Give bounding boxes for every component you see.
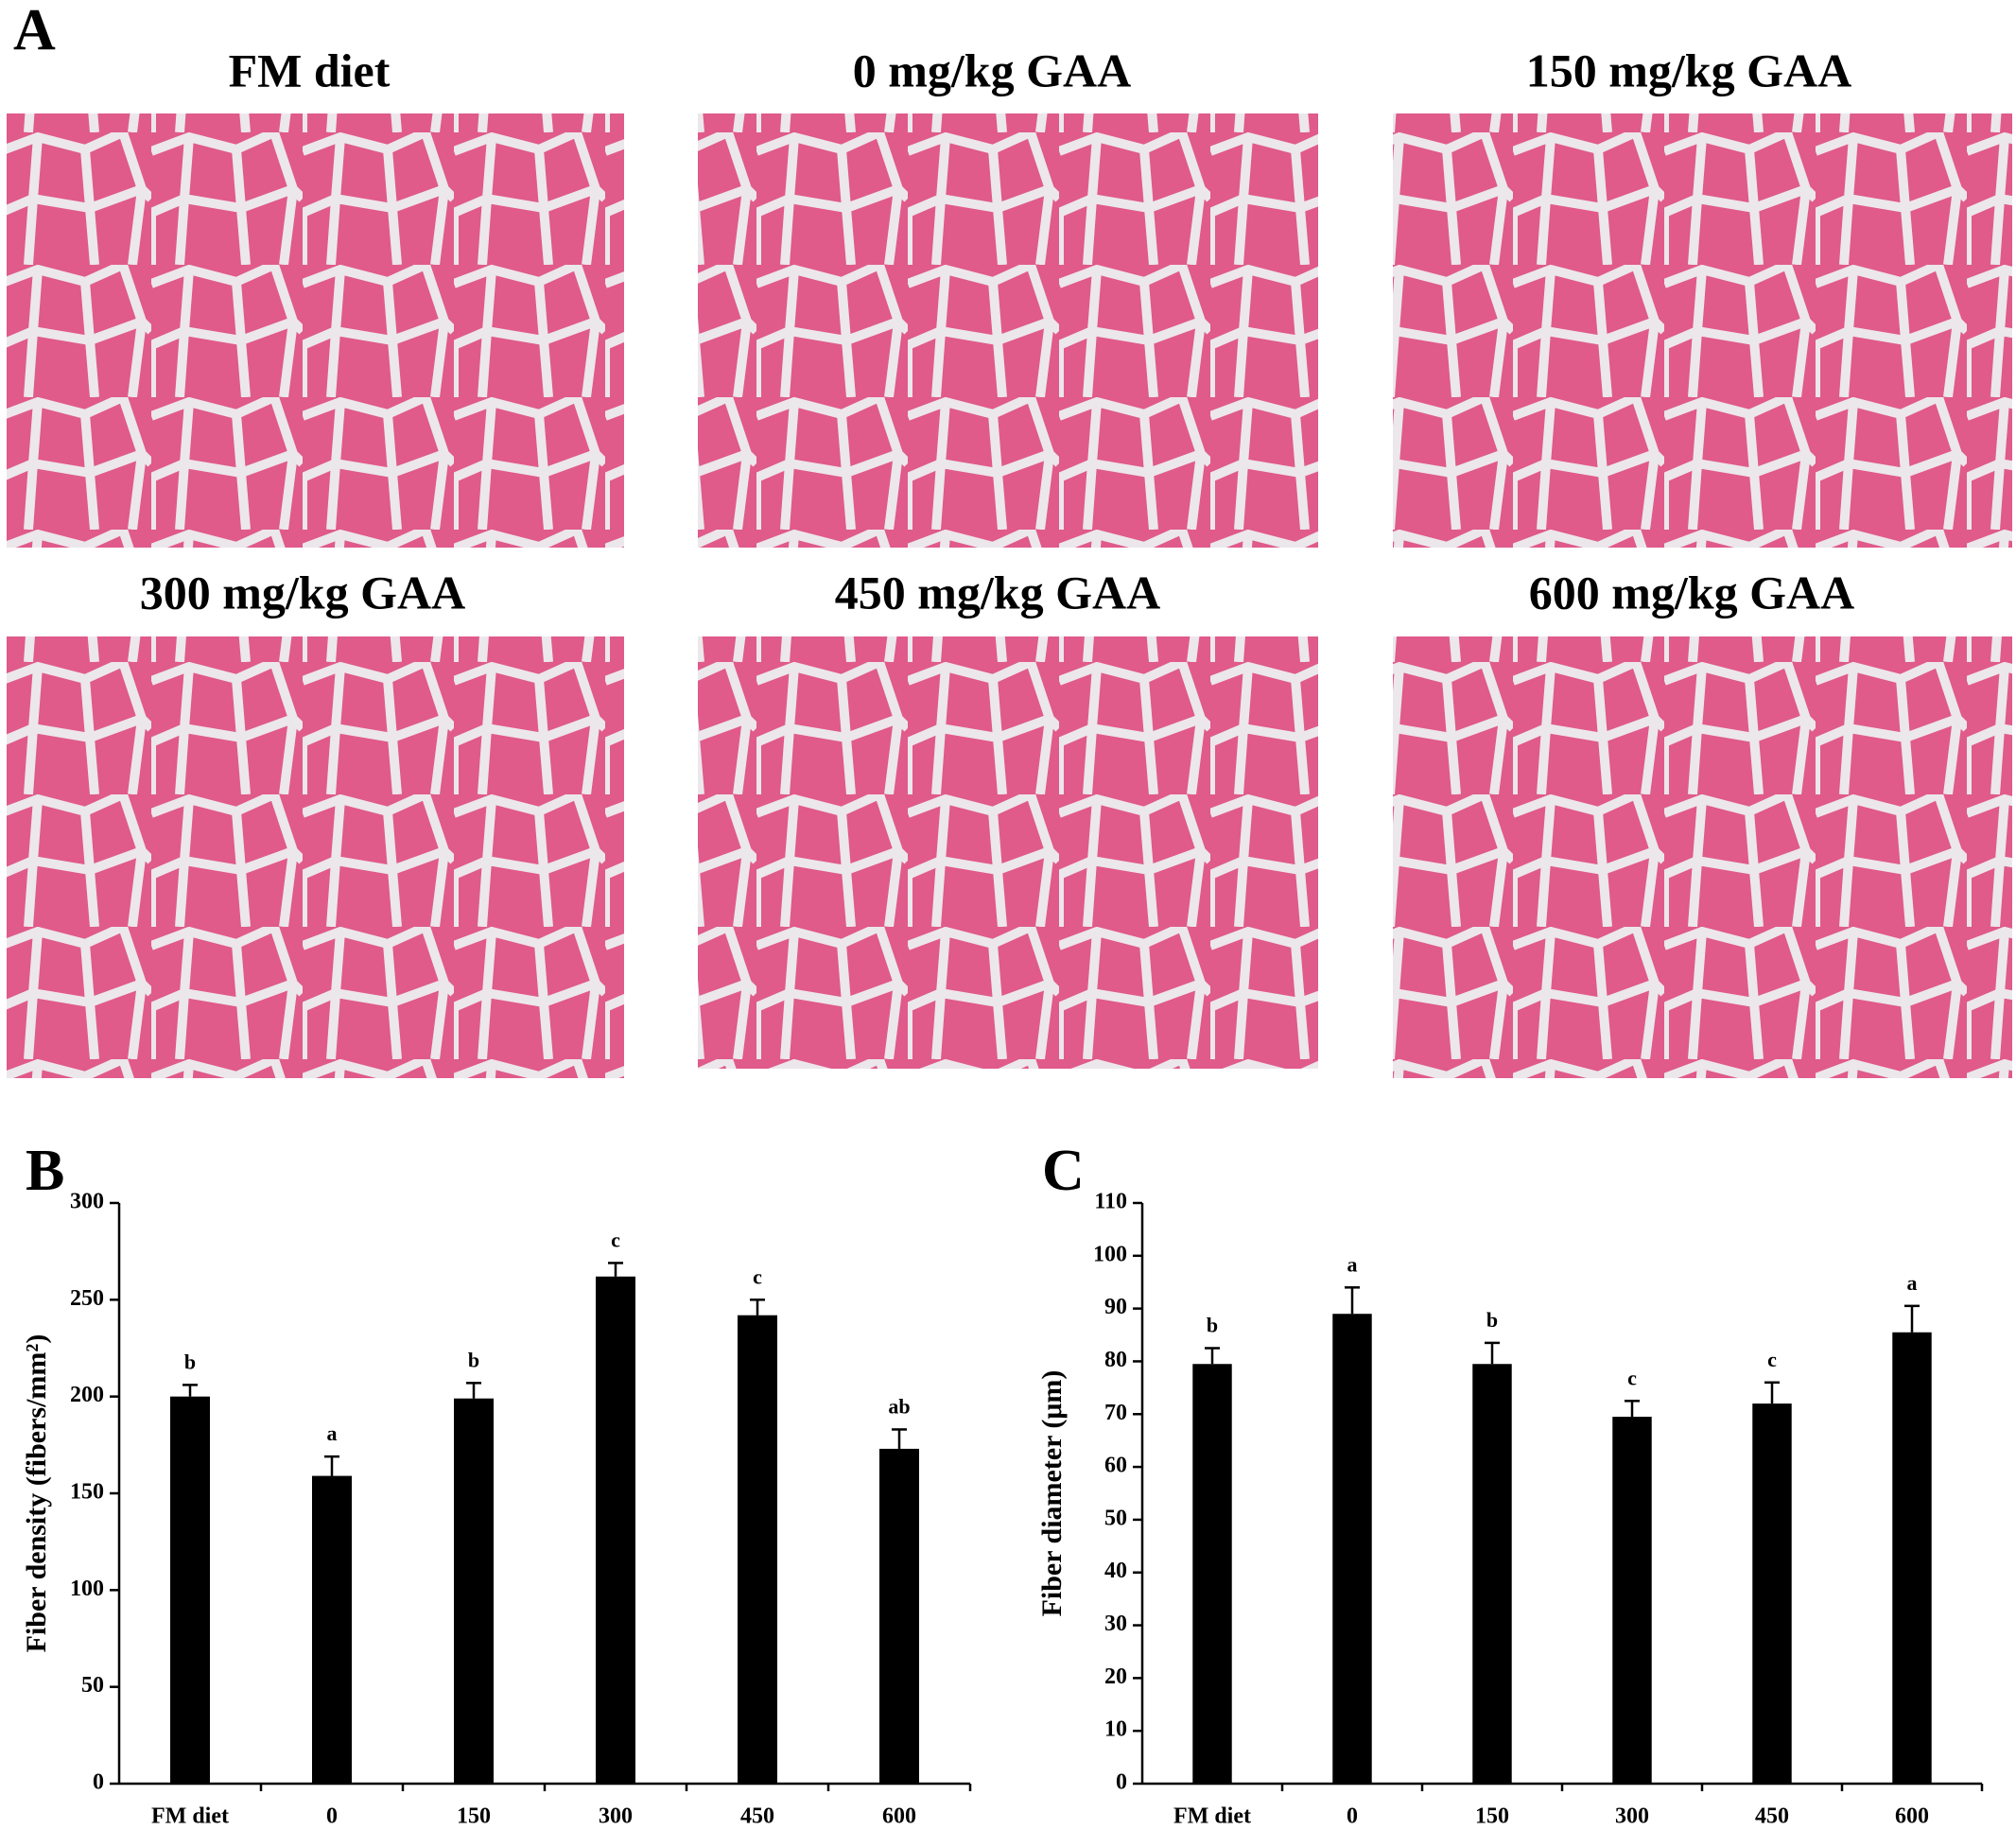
y-tick-label: 10 [1104, 1717, 1127, 1742]
micrograph-title: 0 mg/kg GAA [853, 44, 1131, 96]
y-tick-label: 30 [1104, 1612, 1127, 1636]
significance-label: b [1207, 1314, 1218, 1337]
x-tick-label: 0 [326, 1804, 338, 1829]
significance-label: b [1486, 1308, 1498, 1332]
micrograph-title: 600 mg/kg GAA [1529, 566, 1854, 619]
x-tick-label: 450 [740, 1804, 774, 1829]
significance-label: b [184, 1350, 196, 1373]
bar [1752, 1403, 1792, 1784]
panel-label: B [26, 1139, 64, 1203]
panel-label: C [1042, 1139, 1085, 1203]
y-axis-label: Fiber density (fibers/mm²) [21, 1334, 52, 1653]
micrograph [7, 636, 624, 1078]
x-tick-label: 600 [882, 1804, 916, 1829]
micrograph [698, 636, 1318, 1069]
bar [1332, 1314, 1372, 1784]
bar [738, 1315, 777, 1784]
significance-label: a [1347, 1252, 1358, 1276]
y-tick-label: 0 [1116, 1770, 1127, 1795]
y-tick-label: 100 [1093, 1242, 1127, 1266]
micrograph-title: 450 mg/kg GAA [835, 566, 1160, 619]
bar [879, 1448, 919, 1784]
significance-label: b [468, 1348, 479, 1371]
x-tick-label: 600 [1895, 1804, 1929, 1829]
y-tick-label: 90 [1104, 1295, 1127, 1319]
y-tick-label: 20 [1104, 1664, 1127, 1689]
bar [1472, 1364, 1512, 1784]
significance-label: a [1907, 1271, 1918, 1295]
panel-label: A [13, 0, 56, 62]
significance-label: c [753, 1264, 762, 1288]
y-tick-label: 0 [93, 1770, 104, 1795]
significance-label: c [1767, 1348, 1777, 1371]
x-tick-label: 450 [1755, 1804, 1789, 1829]
y-tick-label: 60 [1104, 1454, 1127, 1478]
y-tick-label: 70 [1104, 1401, 1127, 1425]
x-tick-label: 0 [1347, 1804, 1358, 1829]
y-tick-label: 50 [81, 1673, 104, 1698]
significance-label: c [611, 1228, 620, 1251]
y-tick-label: 50 [1104, 1506, 1127, 1530]
micrograph [7, 113, 624, 548]
y-tick-label: 150 [70, 1480, 104, 1505]
significance-label: c [1627, 1366, 1637, 1389]
micrographs [7, 113, 2012, 1078]
micrograph-title: 150 mg/kg GAA [1526, 44, 1851, 96]
significance-label: a [327, 1421, 338, 1445]
bar [1192, 1364, 1232, 1784]
x-tick-label: 150 [1475, 1804, 1509, 1829]
bar [1612, 1417, 1652, 1784]
x-tick-label: FM diet [1173, 1804, 1251, 1829]
micrograph [1393, 636, 2012, 1078]
significance-label: ab [888, 1395, 910, 1419]
bar [1892, 1332, 1932, 1784]
micrograph [1393, 113, 2012, 548]
y-tick-label: 100 [70, 1577, 104, 1601]
y-axis-label: Fiber diameter (μm) [1036, 1370, 1068, 1617]
x-tick-label: 150 [457, 1804, 491, 1829]
y-tick-label: 110 [1094, 1190, 1127, 1214]
x-tick-label: FM diet [151, 1804, 229, 1829]
bar [170, 1396, 210, 1784]
y-tick-label: 80 [1104, 1348, 1127, 1372]
micrograph-title: 300 mg/kg GAA [140, 566, 465, 619]
y-tick-label: 250 [70, 1286, 104, 1311]
bar [596, 1276, 635, 1784]
micrograph [698, 113, 1318, 548]
y-tick-label: 200 [70, 1383, 104, 1407]
bar [454, 1398, 494, 1784]
bar [312, 1475, 352, 1784]
micrograph-title: FM diet [229, 44, 391, 96]
x-tick-label: 300 [599, 1804, 633, 1829]
y-tick-label: 40 [1104, 1559, 1127, 1583]
x-tick-label: 300 [1615, 1804, 1649, 1829]
y-tick-label: 300 [70, 1190, 104, 1214]
